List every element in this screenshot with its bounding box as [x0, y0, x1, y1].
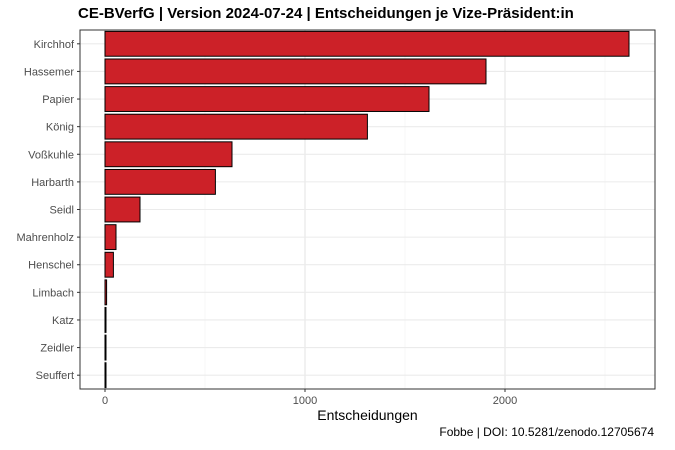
bar-seidl: [104, 196, 141, 223]
y-tick-label: Kirchhof: [34, 39, 75, 51]
y-tick-label: König: [46, 122, 74, 134]
bar-seuffert: [104, 362, 107, 389]
x-tick-label: 1000: [293, 395, 317, 407]
y-tick-label: Katz: [52, 315, 74, 327]
x-tick-labels: 0 1000 2000: [102, 389, 517, 407]
bars: [104, 30, 630, 389]
y-tick-label: Harbarth: [31, 177, 74, 189]
bar-hassemer: [104, 58, 487, 85]
bar-kirchhof: [104, 30, 630, 57]
bar-könig: [104, 113, 368, 140]
x-tick-label: 0: [102, 395, 108, 407]
y-tick-labels: Kirchhof Hassemer Papier König Voßkuhle Harba…: [17, 39, 80, 382]
y-tick-label: Mahrenholz: [17, 232, 74, 244]
chart-caption: Fobbe | DOI: 10.5281/zenodo.12705674: [439, 425, 654, 439]
y-tick-label: Seuffert: [36, 370, 74, 382]
bar-voßkuhle: [104, 141, 233, 168]
plot-frame: [79, 29, 656, 390]
bar-limbach: [104, 279, 108, 306]
x-tick-label: 2000: [493, 395, 517, 407]
bar-papier: [104, 86, 430, 112]
bar-mahrenholz: [104, 224, 117, 251]
y-tick-label: Henschel: [28, 260, 74, 272]
y-tick-label: Seidl: [50, 205, 74, 217]
x-axis-title: Entscheidungen: [317, 407, 417, 423]
bar-katz: [104, 307, 107, 333]
chart-title: CE-BVerfG | Version 2024-07-24 | Entsche…: [78, 5, 574, 22]
y-tick-label: Papier: [42, 94, 74, 106]
bar-harbarth: [104, 168, 216, 195]
y-tick-label: Hassemer: [24, 66, 74, 78]
bar-henschel: [104, 251, 114, 278]
y-tick-label: Voßkuhle: [28, 149, 74, 161]
y-tick-label: Limbach: [32, 287, 74, 299]
bar-zeidler: [104, 334, 107, 361]
y-tick-label: Zeidler: [40, 343, 74, 355]
